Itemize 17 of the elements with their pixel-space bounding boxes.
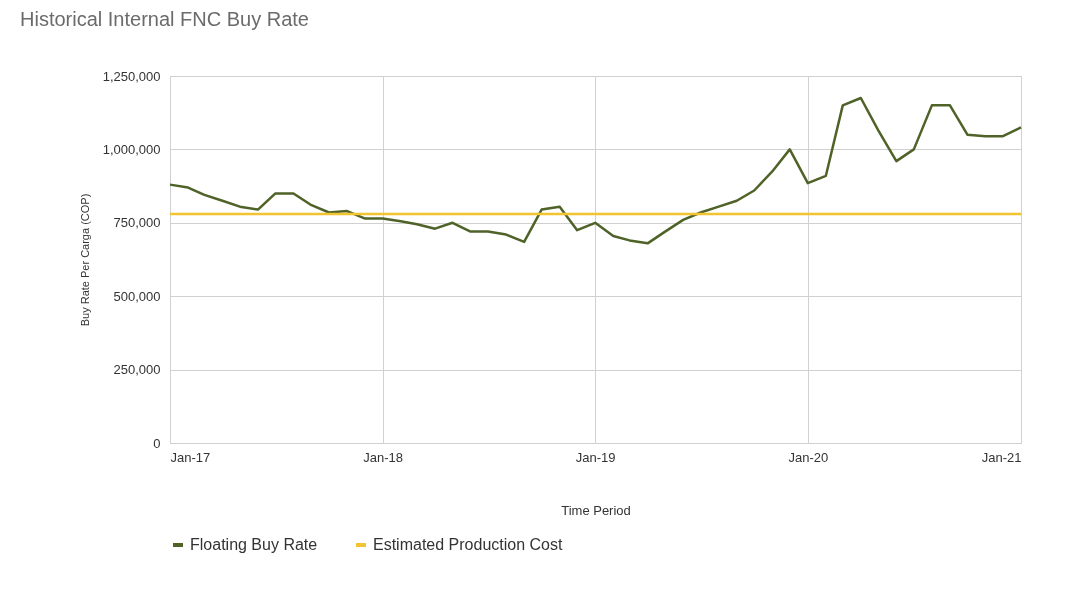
legend-label: Floating Buy Rate <box>190 536 318 553</box>
x-tick-label: Jan-18 <box>363 449 403 465</box>
chart-title: Historical Internal FNC Buy Rate <box>20 8 309 30</box>
line-series <box>168 96 1023 245</box>
y-axis-title: Buy Rate Per Carga (COP) <box>78 193 91 327</box>
y-tick-label: 1,000,000 <box>102 141 161 157</box>
y-tick-label: 1,250,000 <box>102 68 161 84</box>
x-tick-label: Jan-20 <box>788 449 829 465</box>
y-tick-label: 250,000 <box>113 362 161 378</box>
y-tick-label: 0 <box>153 435 161 451</box>
y-tick-label: 500,000 <box>113 288 161 304</box>
x-tick-label: Jan-19 <box>575 449 616 465</box>
x-tick-label: Jan-21 <box>981 449 1022 465</box>
legend-label: Estimated Production Cost <box>373 536 563 553</box>
x-axis-title: Time Period <box>561 502 631 518</box>
x-tick-label: Jan-17 <box>170 449 211 465</box>
y-tick-label: 750,000 <box>113 215 161 231</box>
